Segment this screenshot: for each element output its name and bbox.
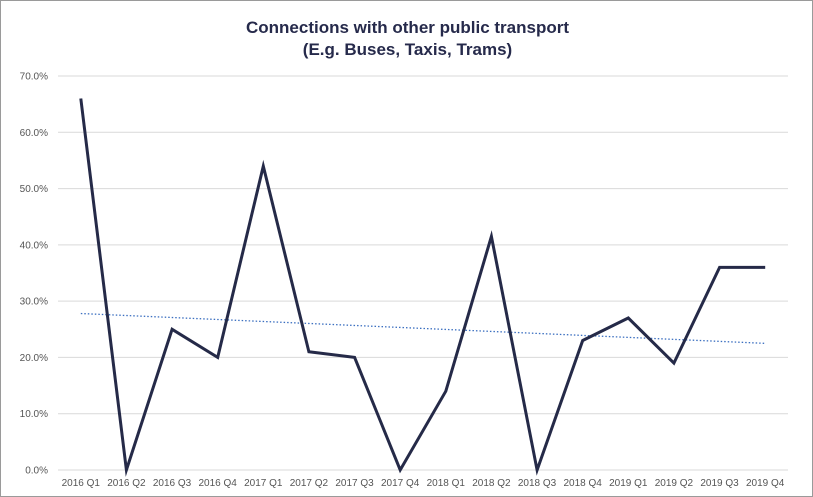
data-point xyxy=(353,356,356,359)
x-axis-tick-labels: 2016 Q1 2016 Q2 2016 Q3 2016 Q4 2017 Q1 2017 … xyxy=(62,478,785,489)
x-tick-label: 2017 Q3 xyxy=(335,478,374,489)
gridlines xyxy=(58,75,788,471)
chart-title: Connections with other public transport xyxy=(246,18,569,37)
data-point xyxy=(672,362,675,365)
x-tick-label: 2019 Q3 xyxy=(700,478,739,489)
x-tick-label: 2017 Q1 xyxy=(244,478,283,489)
trendline xyxy=(80,312,766,345)
x-tick-label: 2016 Q3 xyxy=(153,478,192,489)
x-tick-label: 2017 Q4 xyxy=(381,478,420,489)
data-point xyxy=(399,469,402,472)
x-tick-label: 2018 Q4 xyxy=(564,478,603,489)
data-point xyxy=(718,266,721,269)
data-point xyxy=(490,235,493,238)
data-point xyxy=(627,317,630,320)
data-points xyxy=(79,97,766,471)
x-tick-label: 2018 Q2 xyxy=(472,478,511,489)
y-axis-tick-labels: 0.0% 10.0% 20.0% 30.0% 40.0% 50.0% 60.0% 70.0% xyxy=(20,72,48,477)
x-tick-label: 2018 Q1 xyxy=(427,478,466,489)
x-tick-label: 2019 Q1 xyxy=(609,478,648,489)
data-point xyxy=(79,97,82,100)
y-tick-label: 20.0% xyxy=(20,353,48,364)
y-tick-label: 50.0% xyxy=(20,184,48,195)
series-lines xyxy=(79,98,766,477)
data-point xyxy=(216,356,219,359)
data-point xyxy=(581,339,584,342)
series-line xyxy=(79,98,766,477)
y-tick-label: 40.0% xyxy=(20,240,48,251)
trendline-line xyxy=(80,312,766,345)
x-tick-label: 2016 Q1 xyxy=(62,478,101,489)
x-tick-label: 2016 Q4 xyxy=(199,478,238,489)
x-tick-label: 2019 Q4 xyxy=(746,478,785,489)
data-point xyxy=(536,469,539,472)
x-tick-label: 2016 Q2 xyxy=(107,478,146,489)
y-tick-label: 10.0% xyxy=(20,409,48,420)
y-tick-label: 0.0% xyxy=(25,466,48,477)
x-tick-label: 2019 Q2 xyxy=(655,478,694,489)
x-tick-label: 2018 Q3 xyxy=(518,478,557,489)
data-point xyxy=(764,266,767,269)
y-tick-label: 70.0% xyxy=(20,72,48,83)
data-point xyxy=(444,390,447,393)
y-tick-label: 30.0% xyxy=(20,297,48,308)
data-point xyxy=(125,469,128,472)
data-point xyxy=(171,328,174,331)
y-tick-label: 60.0% xyxy=(20,128,48,139)
data-point xyxy=(262,165,265,168)
x-tick-label: 2017 Q2 xyxy=(290,478,329,489)
data-point xyxy=(307,350,310,353)
chart-title-block: Connections with other public transport … xyxy=(1,17,813,61)
chart-subtitle: (E.g. Buses, Taxis, Trams) xyxy=(302,40,513,59)
